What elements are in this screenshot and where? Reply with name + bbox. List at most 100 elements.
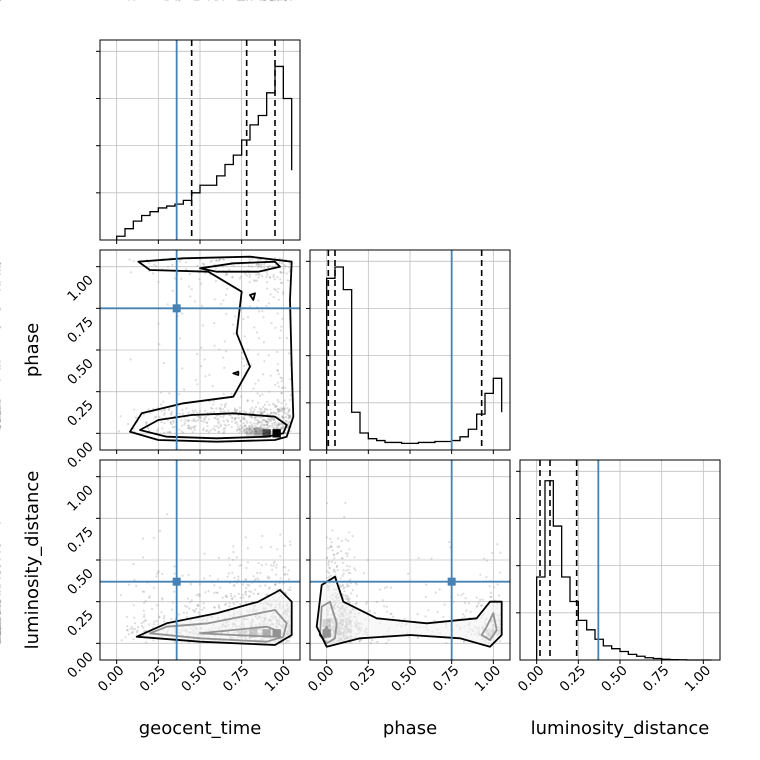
sample-point [245, 430, 248, 433]
sample-point [181, 574, 184, 577]
sample-point [347, 584, 350, 588]
sample-point [234, 421, 237, 424]
sample-point [286, 420, 289, 423]
sample-point [283, 411, 286, 414]
sample-point [275, 405, 278, 408]
sample-point [258, 407, 261, 410]
sample-point [238, 0, 241, 2]
sample-point [142, 413, 145, 416]
sample-point [233, 603, 236, 606]
sample-point [263, 263, 266, 266]
sample-point [207, 431, 211, 434]
sample-point [245, 586, 248, 590]
sample-point [280, 427, 283, 430]
sample-point [262, 426, 265, 430]
sample-point [239, 429, 242, 432]
sample-point [0, 626, 2, 629]
sample-point [264, 419, 267, 423]
sample-point [0, 401, 2, 404]
sample-point [187, 427, 190, 430]
sample-point [0, 632, 2, 635]
sample-point [178, 260, 181, 263]
sample-point [284, 432, 288, 435]
xlabel-geocent-time: geocent_time [139, 718, 262, 739]
sample-point [260, 408, 263, 411]
sample-point [0, 565, 2, 568]
sample-point [245, 363, 248, 366]
sample-point [197, 593, 200, 596]
sample-point [273, 287, 276, 291]
sample-point [264, 584, 267, 587]
sample-point [280, 426, 284, 429]
sample-point [277, 287, 280, 290]
sample-point [225, 273, 229, 276]
sample-point [280, 325, 283, 328]
sample-point [266, 273, 269, 276]
sample-point [268, 275, 272, 278]
sample-point [237, 578, 240, 581]
sample-point [143, 590, 146, 593]
sample-point [342, 569, 345, 572]
sample-point [163, 620, 166, 623]
sample-point [276, 423, 279, 426]
sample-point [344, 552, 347, 555]
sample-point [193, 419, 196, 422]
histogram-layer [116, 40, 712, 661]
sample-point [245, 566, 248, 570]
sample-point [343, 586, 346, 589]
sample-point [0, 627, 2, 630]
sample-point [281, 386, 284, 389]
sample-point [0, 409, 2, 413]
sample-point [247, 264, 250, 268]
sample-point [0, 613, 2, 616]
sample-point [258, 273, 261, 276]
sample-point [219, 302, 223, 306]
tick-label-x-luminosity_distance: 0.50 [598, 663, 631, 696]
sample-point [288, 414, 291, 417]
sample-point [481, 598, 484, 601]
sample-point [191, 419, 194, 422]
sample-point [219, 407, 222, 410]
sample-point [239, 424, 242, 427]
sample-point [223, 423, 226, 426]
sample-point [248, 584, 251, 587]
sample-point [260, 412, 263, 415]
sample-point [348, 597, 351, 600]
sample-point [239, 395, 243, 398]
sample-point [0, 571, 2, 574]
sample-point [200, 419, 203, 422]
sample-point [289, 543, 292, 547]
sample-point [260, 429, 263, 432]
sample-point [256, 392, 259, 395]
sample-point [244, 431, 247, 435]
sample-point [223, 431, 226, 435]
sample-point [208, 574, 212, 577]
sample-point [209, 260, 212, 263]
sample-point [246, 561, 250, 564]
sample-point [325, 557, 328, 560]
density-cell-geocent_time-vs-phase [245, 427, 255, 436]
sample-point [117, 430, 120, 433]
sample-point [234, 315, 237, 318]
sample-point [287, 416, 290, 419]
sample-point [288, 417, 291, 420]
sample-point [345, 569, 348, 572]
sample-point [0, 622, 2, 625]
sample-point [267, 302, 271, 305]
sample-point [133, 616, 136, 619]
sample-point [148, 595, 151, 598]
sample-point [212, 399, 215, 403]
sample-point [208, 418, 211, 421]
sample-point [163, 431, 166, 434]
sample-point [256, 331, 259, 334]
sample-point [255, 263, 258, 266]
sample-point [204, 272, 207, 275]
sample-point [0, 610, 2, 613]
sample-point [248, 426, 251, 429]
sample-point [283, 416, 286, 419]
sample-point [243, 417, 246, 420]
sample-point [257, 264, 260, 267]
sample-point [261, 423, 264, 427]
sample-point [202, 429, 205, 432]
sample-point [433, 619, 436, 622]
